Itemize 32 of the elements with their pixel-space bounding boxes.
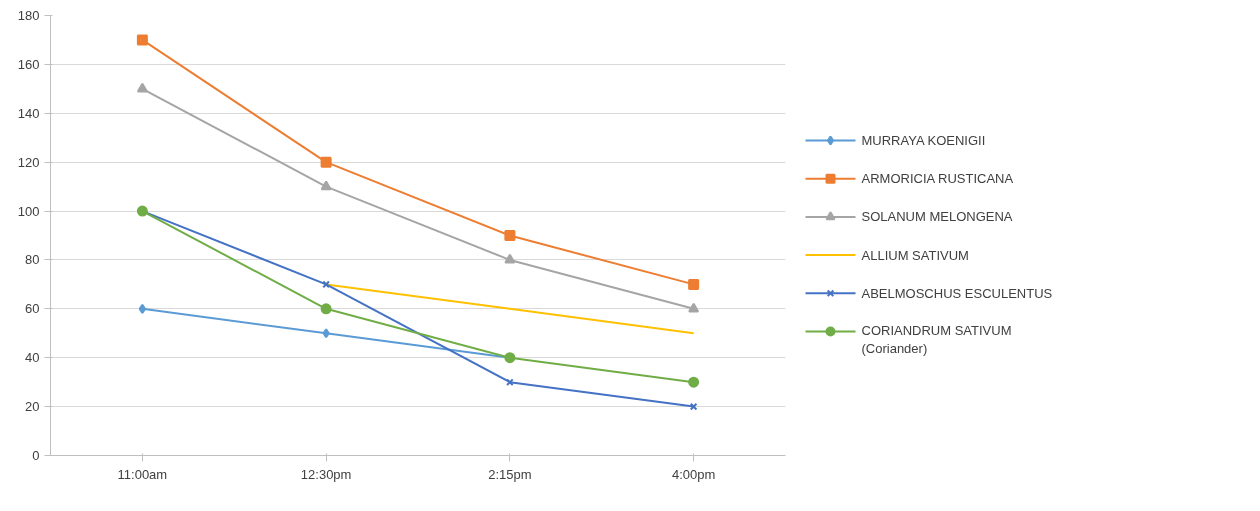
y-tick-label: 0 (32, 448, 40, 463)
y-tick-label: 80 (25, 252, 40, 268)
x-tick-label: 2:15pm (488, 466, 532, 482)
legend-label: ABELMOSCHUS ESCULENTUS (861, 285, 1053, 301)
y-tick-label: 160 (17, 56, 40, 72)
point (504, 230, 516, 241)
legend-label: MURRAYA KOENIGII (861, 133, 986, 149)
y-tick-label: 20 (25, 399, 40, 415)
legend-label: ARMORICIA RUSTICANA (861, 171, 1014, 187)
point (688, 376, 700, 388)
point (320, 156, 332, 168)
y-tick-label: 120 (17, 154, 40, 170)
y-tick-label: 180 (17, 8, 40, 23)
point (136, 82, 148, 93)
y-tick-label: 40 (25, 350, 40, 366)
y-tick-label: 100 (17, 203, 40, 219)
y-tick-label: 140 (17, 105, 40, 121)
x-tick-label: 12:30pm (300, 466, 352, 482)
point (320, 180, 332, 191)
point (320, 303, 332, 315)
point (138, 303, 147, 314)
point (688, 278, 700, 290)
legend-label: ALLIUM SATIVUM (861, 247, 969, 263)
y-tick-label: 60 (25, 301, 40, 317)
point (688, 302, 700, 313)
legend-label: CORIANDRUM SATIVUM (Coriander) (861, 323, 1012, 357)
point (504, 253, 516, 264)
x-tick-label: 4:00pm (671, 466, 716, 482)
x-tick-label: 11:00am (117, 466, 168, 482)
legend-label: SOLANUM MELONGENA (861, 209, 1013, 225)
point (136, 34, 148, 46)
point (322, 328, 330, 339)
